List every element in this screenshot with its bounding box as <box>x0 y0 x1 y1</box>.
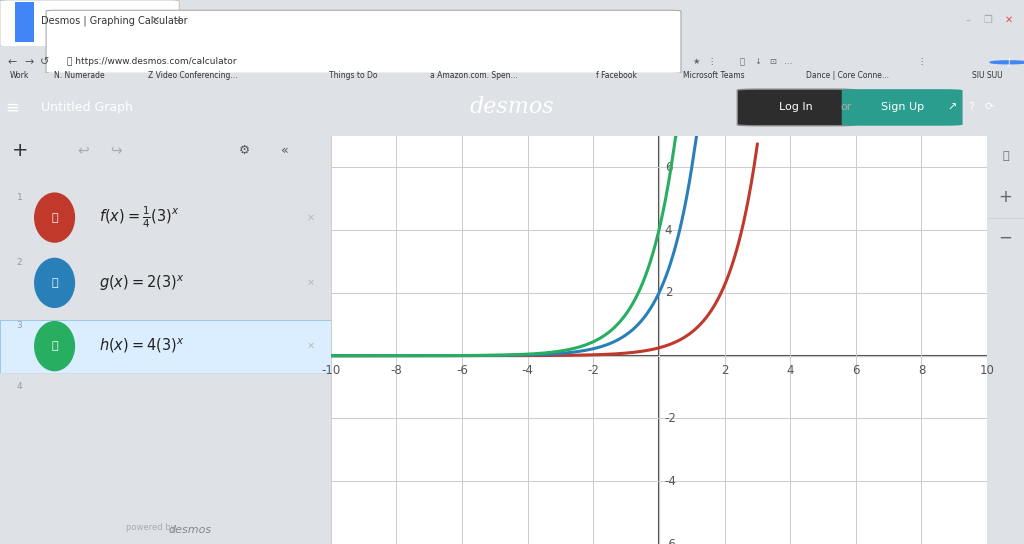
Text: 6: 6 <box>665 161 673 174</box>
Text: Microsoft Teams: Microsoft Teams <box>683 71 744 80</box>
Text: ?: ? <box>968 102 974 113</box>
Text: -6: -6 <box>456 364 468 378</box>
FancyBboxPatch shape <box>46 10 681 73</box>
Text: 🔧: 🔧 <box>1002 151 1009 162</box>
Text: -2: -2 <box>665 412 677 425</box>
Text: +: + <box>11 141 28 160</box>
Text: f Facebook: f Facebook <box>596 71 637 80</box>
Text: ✕: ✕ <box>307 278 315 288</box>
Text: -6: -6 <box>665 537 677 544</box>
Text: 📌: 📌 <box>740 57 744 66</box>
Text: desmos: desmos <box>169 525 212 535</box>
Text: -4: -4 <box>522 364 534 378</box>
Text: -2: -2 <box>588 364 599 378</box>
Text: -8: -8 <box>390 364 402 378</box>
Text: 1: 1 <box>16 193 23 202</box>
Text: Dance | Core Conne...: Dance | Core Conne... <box>806 71 889 80</box>
Text: ✕: ✕ <box>307 341 315 351</box>
Text: →: → <box>24 57 34 67</box>
Text: Things to Do: Things to Do <box>329 71 377 80</box>
Text: …: … <box>784 57 793 66</box>
Text: 2: 2 <box>16 258 23 267</box>
Text: a Amazon.com. Spen...: a Amazon.com. Spen... <box>430 71 518 80</box>
Text: ⊡: ⊡ <box>770 57 776 66</box>
Text: ←: ← <box>7 57 17 67</box>
Circle shape <box>35 258 75 307</box>
Text: ↩: ↩ <box>77 143 88 157</box>
Text: 6: 6 <box>852 364 859 378</box>
Text: Work: Work <box>10 71 30 80</box>
Bar <box>15 2 34 42</box>
Text: ★: ★ <box>692 57 700 66</box>
Text: Z Video Conferencing...: Z Video Conferencing... <box>148 71 238 80</box>
Text: ✕: ✕ <box>1005 15 1013 24</box>
Text: ❐: ❐ <box>984 15 992 24</box>
Text: $g(x) = 2(3)^x$: $g(x) = 2(3)^x$ <box>99 273 185 293</box>
FancyBboxPatch shape <box>0 320 331 373</box>
Text: ↗: ↗ <box>947 102 957 113</box>
FancyBboxPatch shape <box>0 0 179 47</box>
Text: ×: × <box>151 16 161 26</box>
Text: 2: 2 <box>665 287 673 299</box>
Text: 〜: 〜 <box>51 213 58 222</box>
Text: +: + <box>174 14 184 27</box>
Text: ↪: ↪ <box>110 143 122 157</box>
Text: or: or <box>840 102 852 113</box>
Text: -10: -10 <box>322 364 340 378</box>
FancyBboxPatch shape <box>737 89 855 126</box>
Text: 3: 3 <box>16 321 23 330</box>
Text: $f(x) = \frac{1}{4}(3)^x$: $f(x) = \frac{1}{4}(3)^x$ <box>99 205 180 230</box>
FancyBboxPatch shape <box>0 72 1024 79</box>
Text: 🔒 https://www.desmos.com/calculator: 🔒 https://www.desmos.com/calculator <box>67 57 237 66</box>
Text: –: – <box>966 15 970 24</box>
FancyBboxPatch shape <box>842 89 963 126</box>
Text: +: + <box>998 188 1013 206</box>
Text: ⋮: ⋮ <box>918 57 926 66</box>
Text: −: − <box>998 229 1013 247</box>
Text: «: « <box>281 144 289 157</box>
Text: Sign Up: Sign Up <box>881 102 924 113</box>
Text: ⟳: ⟳ <box>984 102 994 113</box>
Text: 〜: 〜 <box>51 278 58 288</box>
Text: 4: 4 <box>665 224 673 237</box>
Text: powered by: powered by <box>126 523 175 532</box>
Text: ⚙: ⚙ <box>240 144 251 157</box>
Text: J: J <box>1008 58 1010 67</box>
Text: 4: 4 <box>16 382 23 392</box>
Text: Desmos | Graphing Calculator: Desmos | Graphing Calculator <box>41 15 187 26</box>
Text: ⋮: ⋮ <box>708 57 716 66</box>
Text: N. Numerade: N. Numerade <box>54 71 104 80</box>
Text: ≡: ≡ <box>5 98 19 116</box>
Text: 8: 8 <box>918 364 926 378</box>
Text: desmos: desmos <box>470 96 554 119</box>
Circle shape <box>35 322 75 370</box>
Text: ↺: ↺ <box>40 57 50 67</box>
Text: 10: 10 <box>980 364 994 378</box>
Circle shape <box>990 61 1024 64</box>
Circle shape <box>35 193 75 242</box>
Text: ✕: ✕ <box>307 213 315 222</box>
Text: $h(x) = 4(3)^x$: $h(x) = 4(3)^x$ <box>99 337 185 355</box>
FancyBboxPatch shape <box>0 46 1024 79</box>
Text: Log In: Log In <box>779 102 812 113</box>
Text: ↓: ↓ <box>755 57 761 66</box>
Text: Untitled Graph: Untitled Graph <box>41 101 133 114</box>
Text: 2: 2 <box>721 364 728 378</box>
Text: 4: 4 <box>786 364 794 378</box>
Text: SIU SUU: SIU SUU <box>972 71 1002 80</box>
Text: -4: -4 <box>665 475 677 488</box>
Text: 〜: 〜 <box>51 341 58 351</box>
